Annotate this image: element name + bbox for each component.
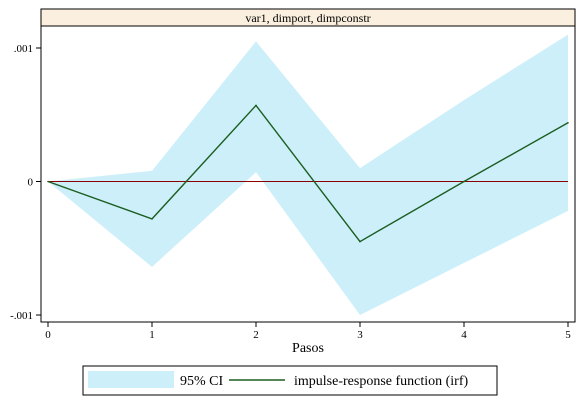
- irf-point: [47, 180, 49, 183]
- legend-ci-label: 95% CI: [180, 374, 224, 389]
- panel-title: var1, dimport, dimpconstr: [245, 11, 370, 25]
- legend-ci-swatch: [88, 371, 174, 388]
- y-tick-label: .001: [14, 43, 33, 55]
- irf-point: [151, 218, 153, 220]
- y-tick-label: -.001: [10, 310, 33, 322]
- x-tick-label: 4: [461, 329, 467, 341]
- y-axis: -.001 0 .001: [10, 43, 41, 322]
- irf-point: [255, 104, 257, 107]
- x-axis-label: Pasos: [292, 341, 324, 356]
- x-tick-label: 1: [149, 329, 155, 341]
- irf-point: [359, 240, 361, 243]
- legend-irf-label: impulse-response function (irf): [294, 374, 469, 389]
- irf-line: [47, 104, 569, 243]
- y-tick-label: 0: [28, 177, 34, 189]
- irf-point: [463, 180, 465, 183]
- x-tick-label: 0: [45, 329, 51, 341]
- x-axis: 0 1 2 3 4 5: [45, 322, 571, 341]
- legend: 95% CI impulse-response function (irf): [82, 365, 498, 396]
- x-tick-label: 2: [253, 329, 259, 341]
- x-tick-label: 3: [357, 329, 363, 341]
- x-tick-label: 5: [565, 329, 571, 341]
- ci-band: [48, 34, 568, 316]
- irf-point: [567, 121, 569, 124]
